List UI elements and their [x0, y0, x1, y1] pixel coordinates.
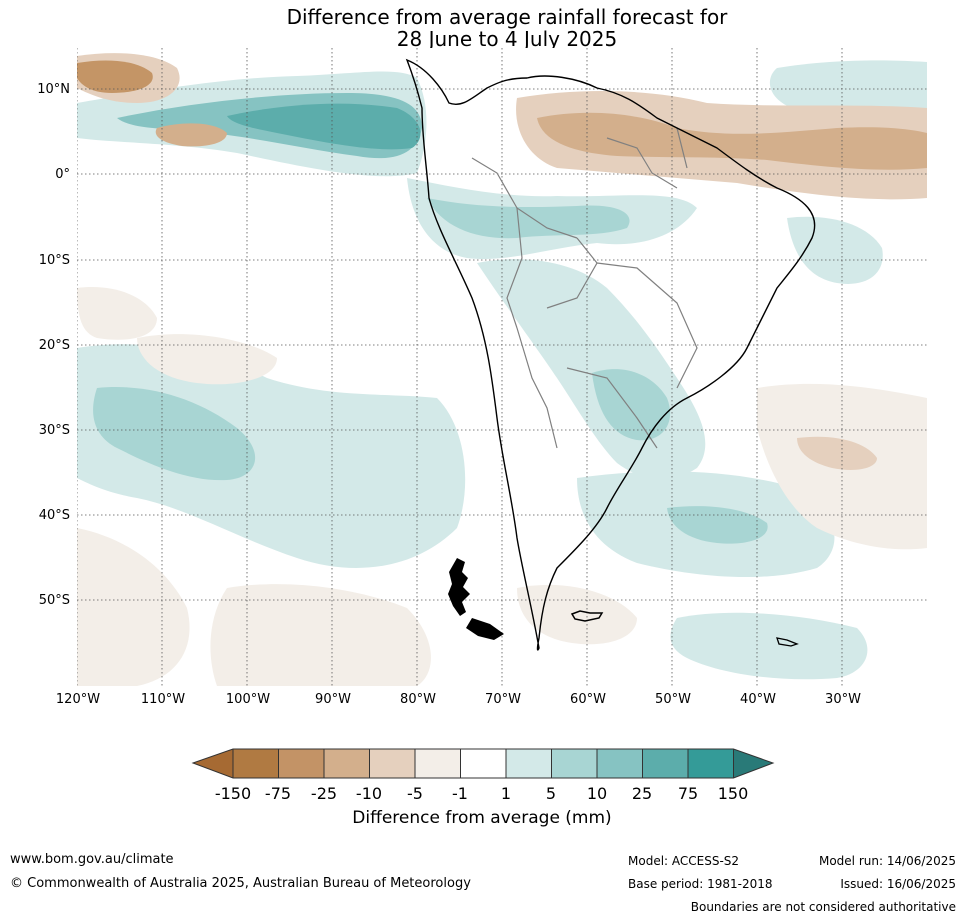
website-link[interactable]: www.bom.gov.au/climate — [10, 852, 174, 867]
lon-tick-50w: 50°W — [655, 692, 691, 707]
graticule — [77, 48, 927, 686]
colorbar-segment-4 — [369, 749, 415, 778]
colorbar-segment-8 — [551, 749, 597, 778]
issued-date: Issued: 16/06/2025 — [840, 877, 956, 891]
wet-area-amazon-core — [427, 198, 630, 239]
colorbar-label: -1 — [452, 784, 468, 803]
lon-tick-110w: 110°W — [140, 692, 186, 707]
colorbar-segment-low-extend — [193, 749, 233, 778]
colorbar-segment-high-extend — [733, 749, 773, 778]
wet-area-eastern-pacific-peak — [227, 103, 421, 150]
colorbar-label: -75 — [264, 784, 292, 803]
lat-tick-0: 0° — [55, 167, 70, 182]
falkland-islands — [570, 610, 604, 622]
dry-area-south-pacific-west — [77, 287, 157, 340]
rainfall-anomaly-map — [77, 48, 927, 686]
lon-tick-90w: 90°W — [315, 692, 351, 707]
colorbar-segment-7 — [506, 749, 552, 778]
country-borders — [471, 127, 698, 449]
colorbar-segment-1 — [233, 749, 279, 778]
lat-tick-50s: 50°S — [38, 593, 70, 608]
colorbar — [191, 748, 775, 779]
colorbar-segment-6 — [460, 749, 506, 778]
colorbar-label: 10 — [586, 784, 608, 803]
lon-tick-40w: 40°W — [740, 692, 776, 707]
colorbar-label: 5 — [545, 784, 557, 803]
colorbar-title: Difference from average (mm) — [352, 808, 612, 828]
colorbar-label: -5 — [407, 784, 423, 803]
boundaries-disclaimer: Boundaries are not considered authoritat… — [690, 900, 956, 914]
lon-tick-120w: 120°W — [55, 692, 101, 707]
lon-tick-30w: 30°W — [825, 692, 861, 707]
south-america-coastline — [405, 58, 816, 651]
model-name: Model: ACCESS-S2 — [628, 854, 740, 868]
dry-area-south-pacific-south — [210, 584, 431, 686]
lon-tick-70w: 70°W — [485, 692, 521, 707]
lat-tick-20s: 20°S — [38, 338, 70, 353]
wet-area-parana — [592, 369, 671, 441]
colorbar-segment-5 — [415, 749, 461, 778]
colorbar-label: 1 — [500, 784, 512, 803]
wet-area-southeast-pacific-core — [93, 387, 256, 481]
dry-area-south-atlantic-east-core — [797, 436, 877, 470]
colorbar-segment-2 — [278, 749, 324, 778]
map-title-line-1: Difference from average rainfall forecas… — [286, 5, 728, 29]
map-title-line-2: 28 June to 4 July 2025 — [396, 27, 618, 51]
dry-area-pacific-5n — [155, 123, 227, 147]
wet-anomaly-areas — [77, 60, 927, 680]
lat-tick-10n: 10°N — [37, 82, 70, 97]
map-canvas — [77, 48, 927, 686]
dry-anomaly-areas — [77, 53, 927, 686]
colorbar-label: -150 — [214, 784, 252, 803]
base-period: Base period: 1981-2018 — [628, 877, 773, 891]
wet-area-south-atlantic-core — [667, 506, 768, 544]
colorbar-label: 75 — [677, 784, 699, 803]
south-georgia — [776, 637, 799, 647]
dry-area-caribbean-north-core — [77, 60, 153, 93]
lat-tick-30s: 30°S — [38, 423, 70, 438]
colorbar-label: -10 — [355, 784, 383, 803]
lon-tick-60w: 60°W — [570, 692, 606, 707]
dry-area-northern-core — [537, 112, 927, 170]
copyright-notice: © Commonwealth of Australia 2025, Austra… — [10, 876, 471, 891]
colorbar-label: 150 — [717, 784, 749, 803]
dry-area-south-pacific-mid — [137, 334, 277, 385]
lat-tick-10s: 10°S — [38, 253, 70, 268]
colorbar-label: 25 — [631, 784, 653, 803]
colorbar-segment-11 — [688, 749, 734, 778]
dry-area-patagonia-shelf — [517, 584, 637, 645]
lon-tick-100w: 100°W — [225, 692, 271, 707]
wet-area-brazil-east — [787, 216, 883, 284]
southern-chile-islands — [448, 558, 504, 640]
colorbar-label: -25 — [310, 784, 338, 803]
wet-area-drake-passage — [670, 612, 868, 680]
lon-tick-80w: 80°W — [400, 692, 436, 707]
lat-tick-40s: 40°S — [38, 508, 70, 523]
dry-area-southwest — [77, 528, 190, 686]
colorbar-segment-10 — [642, 749, 688, 778]
model-run-date: Model run: 14/06/2025 — [818, 854, 956, 868]
colorbar-segment-9 — [597, 749, 643, 778]
colorbar-segment-3 — [324, 749, 370, 778]
